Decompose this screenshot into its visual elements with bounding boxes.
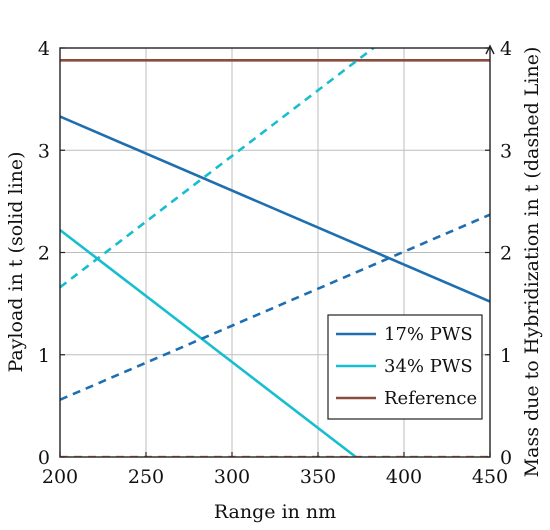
y-left-tick-label: 4 [38, 38, 50, 60]
x-tick-label: 200 [42, 466, 78, 488]
x-tick-label: 300 [214, 466, 250, 488]
y-right-tick-labels: 0 1 2 3 4 [500, 38, 512, 469]
x-tick-label: 350 [300, 466, 336, 488]
y-left-tick-label: 3 [38, 140, 50, 162]
x-tick-labels: 200 250 300 350 400 450 [42, 466, 508, 488]
legend-label-34: 34% PWS [384, 356, 473, 377]
y-left-tick-labels: 0 1 2 3 4 [38, 38, 50, 469]
x-tick-label: 450 [472, 466, 508, 488]
y-left-tick-label: 0 [38, 447, 50, 469]
y-right-axis-title: Mass due to Hybridization in t (dashed L… [521, 47, 543, 478]
series-line-17-pws-solid [60, 115, 490, 303]
y-right-tick-label: 4 [500, 38, 512, 60]
series-line-34-pws-dashed [60, 48, 376, 289]
y-left-axis-title: Payload in t (solid line) [5, 151, 27, 372]
y-right-tick-label: 2 [500, 243, 512, 265]
y-left-tick-label: 2 [38, 243, 50, 265]
series-line-34-pws-solid [60, 228, 357, 457]
ticks [59, 47, 491, 458]
series-lines [60, 48, 490, 457]
legend-label-reference: Reference [384, 388, 477, 409]
x-tick-label: 400 [386, 466, 422, 488]
legend-label-17: 17% PWS [384, 324, 473, 345]
right-axis-arrow [485, 44, 495, 55]
y-right-tick-label: 0 [500, 447, 512, 469]
x-tick-label: 250 [128, 466, 164, 488]
legend: 17% PWS 34% PWS Reference [327, 314, 483, 420]
x-axis-title: Range in nm [214, 501, 336, 523]
y-right-tick-label: 3 [500, 140, 512, 162]
y-left-tick-label: 1 [38, 345, 50, 367]
y-right-tick-label: 1 [500, 345, 512, 367]
